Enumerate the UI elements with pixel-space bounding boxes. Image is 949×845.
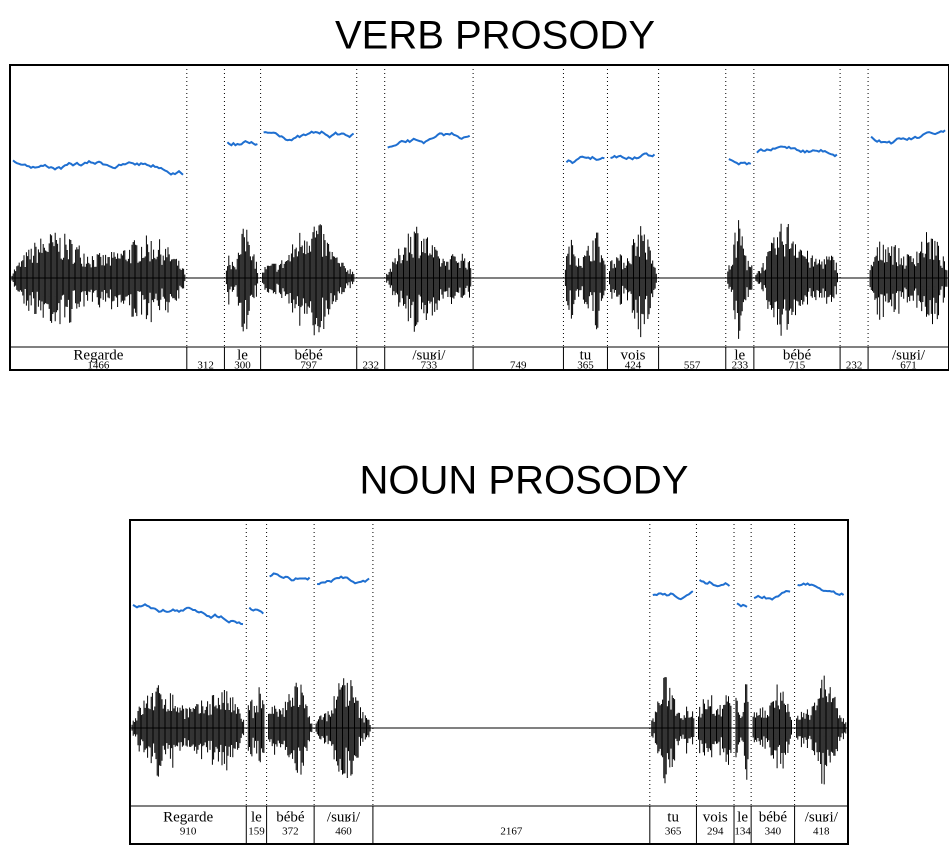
pitch-contour: [248, 606, 264, 615]
pitch-contour: [226, 139, 258, 147]
segment-label: vois: [703, 809, 728, 825]
segment-label: /suʁi/: [412, 347, 446, 363]
panel-frame: [9, 64, 949, 371]
segment-duration: 232: [846, 360, 863, 372]
segment-duration: 910: [180, 826, 197, 838]
segment-label: le: [734, 347, 745, 363]
waveform: [752, 684, 792, 769]
segment-duration: 134: [734, 826, 751, 838]
pitch-contour: [269, 572, 311, 582]
segment-duration: 460: [335, 826, 352, 838]
waveform: [698, 695, 732, 765]
segment-duration: 294: [707, 826, 724, 838]
waveform: [735, 684, 749, 780]
waveform: [225, 228, 259, 332]
waveform: [755, 223, 838, 336]
segment-duration: 1466: [87, 360, 110, 372]
segment-label: vois: [621, 347, 646, 363]
waveform: [315, 678, 371, 778]
pitch-contour: [387, 131, 471, 149]
panel-frame: [129, 519, 849, 845]
segment-label: /suʁi/: [327, 809, 361, 825]
segment-label: bébé: [759, 809, 788, 825]
segment-duration: 671: [900, 360, 917, 372]
segment-duration: 232: [362, 360, 379, 372]
pitch-contour: [736, 602, 748, 608]
waveform: [727, 220, 753, 339]
segment-duration: 749: [510, 360, 527, 372]
waveform: [564, 232, 606, 330]
pitch-contour: [870, 129, 946, 145]
segment-duration: 365: [577, 360, 594, 372]
segment-label: Regarde: [163, 809, 213, 825]
pitch-contour: [652, 590, 694, 601]
segment-duration: 233: [732, 360, 749, 372]
waveform: [131, 685, 245, 777]
segment-label: bébé: [295, 347, 324, 363]
waveform: [651, 677, 695, 784]
segment-duration: 340: [765, 826, 782, 838]
waveform: [268, 682, 313, 775]
waveform: [609, 226, 657, 338]
segment-duration: 557: [684, 360, 701, 372]
pitch-contour: [728, 158, 752, 166]
segment-label: tu: [667, 809, 679, 825]
pitch-contour: [797, 582, 845, 597]
waveform: [386, 226, 472, 332]
waveform: [247, 687, 265, 763]
panel-title: VERB PROSODY: [335, 14, 655, 58]
waveform: [796, 675, 847, 785]
segment-duration: 365: [665, 826, 682, 838]
segment-label: le: [737, 809, 748, 825]
segment-duration: 733: [421, 360, 438, 372]
pitch-contour: [12, 159, 184, 176]
pitch-contour: [610, 152, 656, 161]
segment-duration: 715: [789, 360, 806, 372]
pitch-contour: [698, 579, 731, 588]
segment-label: /suʁi/: [805, 809, 839, 825]
segment-label: Regarde: [73, 347, 123, 363]
segment-duration: 372: [282, 826, 299, 838]
segment-label: le: [237, 347, 248, 363]
pitch-contour: [753, 589, 791, 601]
segment-label: le: [251, 809, 262, 825]
pitch-contour: [317, 575, 370, 586]
panel-title: NOUN PROSODY: [360, 459, 689, 503]
segment-duration: 797: [300, 360, 317, 372]
segment-label: bébé: [276, 809, 305, 825]
segment-label: bébé: [783, 347, 812, 363]
segment-duration: 424: [625, 360, 642, 372]
pitch-contour: [756, 145, 838, 158]
segment-duration: 312: [197, 360, 214, 372]
waveform: [262, 224, 355, 336]
pitch-contour: [263, 130, 355, 142]
segment-label: tu: [580, 347, 592, 363]
segment-label: /suʁi/: [892, 347, 926, 363]
waveform: [11, 232, 186, 325]
segment-duration: 159: [248, 826, 265, 838]
segment-duration: 2167: [500, 826, 523, 838]
waveform: [869, 232, 948, 325]
segment-duration: 418: [813, 826, 830, 838]
pitch-contour: [565, 155, 605, 165]
segment-duration: 300: [234, 360, 251, 372]
pitch-contour: [132, 603, 244, 626]
